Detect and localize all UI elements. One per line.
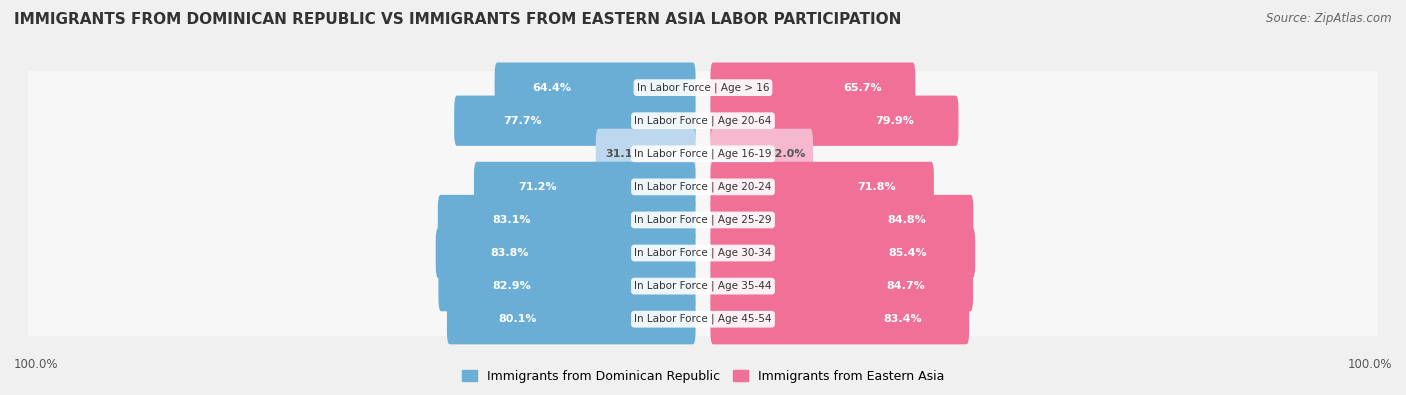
Text: 80.1%: 80.1% (499, 314, 537, 324)
Text: 71.8%: 71.8% (858, 182, 896, 192)
Text: In Labor Force | Age 30-34: In Labor Force | Age 30-34 (634, 248, 772, 258)
FancyBboxPatch shape (28, 104, 1378, 137)
Text: In Labor Force | Age > 16: In Labor Force | Age > 16 (637, 83, 769, 93)
FancyBboxPatch shape (28, 8, 1378, 168)
FancyBboxPatch shape (28, 269, 1378, 303)
FancyBboxPatch shape (454, 96, 696, 146)
Text: 77.7%: 77.7% (503, 116, 543, 126)
Text: 84.7%: 84.7% (887, 281, 925, 291)
FancyBboxPatch shape (28, 140, 1378, 300)
Text: 65.7%: 65.7% (844, 83, 882, 93)
FancyBboxPatch shape (710, 129, 813, 179)
FancyBboxPatch shape (710, 195, 973, 245)
FancyBboxPatch shape (710, 228, 976, 278)
Text: 84.8%: 84.8% (887, 215, 925, 225)
FancyBboxPatch shape (710, 96, 959, 146)
Text: 83.8%: 83.8% (491, 248, 529, 258)
Legend: Immigrants from Dominican Republic, Immigrants from Eastern Asia: Immigrants from Dominican Republic, Immi… (457, 365, 949, 388)
Text: 83.1%: 83.1% (492, 215, 530, 225)
FancyBboxPatch shape (28, 137, 1378, 170)
Text: 64.4%: 64.4% (533, 83, 572, 93)
FancyBboxPatch shape (495, 62, 696, 113)
FancyBboxPatch shape (710, 261, 973, 311)
Text: In Labor Force | Age 35-44: In Labor Force | Age 35-44 (634, 281, 772, 292)
Text: 100.0%: 100.0% (14, 358, 59, 371)
FancyBboxPatch shape (439, 261, 696, 311)
FancyBboxPatch shape (596, 129, 696, 179)
Text: 79.9%: 79.9% (876, 116, 914, 126)
FancyBboxPatch shape (28, 237, 1378, 269)
FancyBboxPatch shape (710, 62, 915, 113)
FancyBboxPatch shape (28, 74, 1378, 234)
FancyBboxPatch shape (447, 294, 696, 344)
FancyBboxPatch shape (28, 107, 1378, 267)
FancyBboxPatch shape (710, 294, 969, 344)
Text: In Labor Force | Age 25-29: In Labor Force | Age 25-29 (634, 215, 772, 225)
Text: IMMIGRANTS FROM DOMINICAN REPUBLIC VS IMMIGRANTS FROM EASTERN ASIA LABOR PARTICI: IMMIGRANTS FROM DOMINICAN REPUBLIC VS IM… (14, 12, 901, 27)
Text: In Labor Force | Age 20-24: In Labor Force | Age 20-24 (634, 182, 772, 192)
Text: In Labor Force | Age 45-54: In Labor Force | Age 45-54 (634, 314, 772, 324)
FancyBboxPatch shape (28, 239, 1378, 395)
Text: 71.2%: 71.2% (517, 182, 557, 192)
FancyBboxPatch shape (710, 162, 934, 212)
FancyBboxPatch shape (474, 162, 696, 212)
FancyBboxPatch shape (28, 203, 1378, 237)
Text: 83.4%: 83.4% (884, 314, 922, 324)
FancyBboxPatch shape (28, 41, 1378, 201)
Text: In Labor Force | Age 16-19: In Labor Force | Age 16-19 (634, 149, 772, 159)
FancyBboxPatch shape (28, 71, 1378, 104)
FancyBboxPatch shape (28, 303, 1378, 336)
Text: 85.4%: 85.4% (889, 248, 927, 258)
Text: Source: ZipAtlas.com: Source: ZipAtlas.com (1267, 12, 1392, 25)
Text: 32.0%: 32.0% (766, 149, 806, 159)
FancyBboxPatch shape (28, 206, 1378, 366)
Text: 100.0%: 100.0% (1347, 358, 1392, 371)
Text: 82.9%: 82.9% (492, 281, 531, 291)
FancyBboxPatch shape (436, 228, 696, 278)
FancyBboxPatch shape (437, 195, 696, 245)
FancyBboxPatch shape (28, 170, 1378, 203)
FancyBboxPatch shape (28, 173, 1378, 333)
Text: In Labor Force | Age 20-64: In Labor Force | Age 20-64 (634, 115, 772, 126)
Text: 31.1%: 31.1% (606, 149, 644, 159)
